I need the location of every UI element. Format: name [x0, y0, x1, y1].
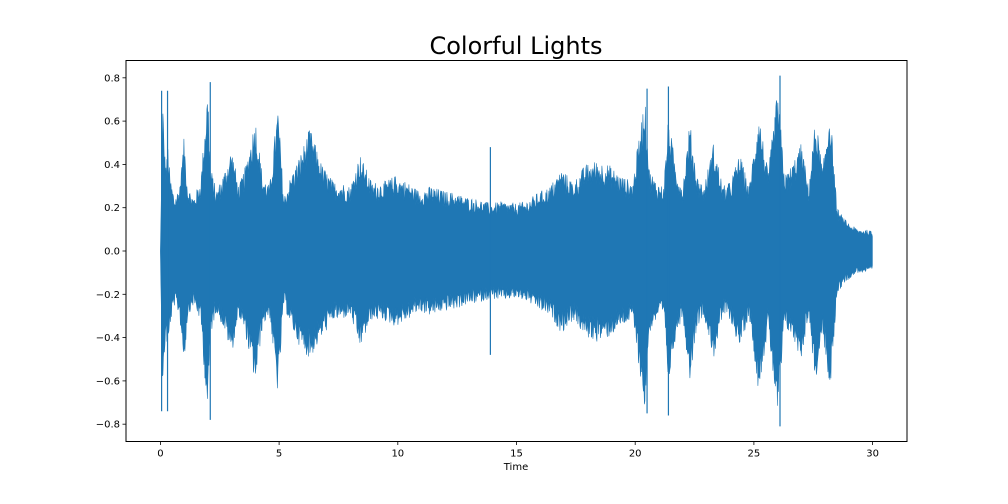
x-tick-label: 10 — [391, 449, 404, 460]
x-tick-label: 5 — [276, 449, 282, 460]
y-axis: 0.8 0.6 0.4 0.2 0.0 −0.2 −0.4 −0.6 −0.8 — [96, 73, 126, 431]
x-tick-label: 15 — [510, 449, 523, 460]
y-tick-label: 0.6 — [104, 117, 120, 128]
x-tick-label: 0 — [157, 449, 163, 460]
x-axis-label: Time — [503, 462, 528, 473]
chart-title: Colorful Lights — [429, 32, 602, 60]
waveform-series — [160, 75, 873, 427]
waveform-envelope — [160, 100, 873, 406]
y-tick-label: 0.8 — [104, 73, 120, 84]
y-tick-label: −0.8 — [96, 420, 120, 431]
y-tick-label: 0.4 — [104, 160, 120, 171]
y-tick-label: −0.4 — [96, 333, 120, 344]
y-tick-label: 0.0 — [104, 247, 120, 258]
y-tick-label: −0.2 — [96, 290, 120, 301]
x-tick-label: 20 — [629, 449, 642, 460]
x-axis: 0 5 10 15 20 25 30 — [157, 441, 879, 460]
x-tick-label: 30 — [866, 449, 879, 460]
y-tick-label: −0.6 — [96, 376, 120, 387]
y-tick-label: 0.2 — [104, 203, 120, 214]
x-tick-label: 25 — [748, 449, 761, 460]
